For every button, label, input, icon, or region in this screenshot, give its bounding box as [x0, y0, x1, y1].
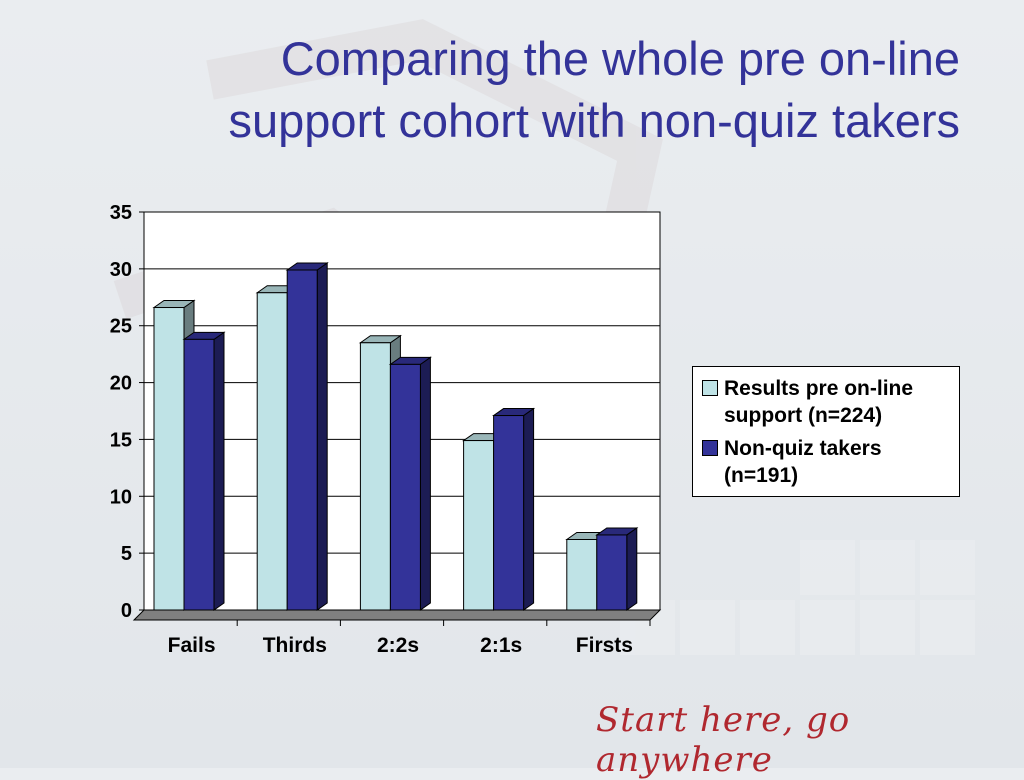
bar-side-2:2s-s2	[419, 356, 431, 611]
y-tick-label: 30	[110, 259, 132, 281]
bar-2:1s-s2	[493, 415, 525, 611]
y-tick-label: 0	[121, 600, 132, 622]
slide-title-line1: Comparing the whole pre on-line	[280, 32, 960, 85]
legend-label-series1: Results pre on-line support (n=224)	[724, 375, 913, 429]
bar-2:1s-s1	[463, 440, 495, 611]
bar-Thirds-s2	[286, 269, 318, 611]
bar-2:2s-s2	[389, 363, 421, 611]
tagline-signature: Start here, go anywhere	[596, 700, 851, 780]
bar-side-Firsts-s2	[626, 526, 638, 611]
bar-Fails-s1	[153, 307, 185, 611]
x-tick-label: Firsts	[576, 634, 633, 657]
legend-item-series1: Results pre on-line support (n=224)	[702, 375, 953, 429]
bar-Firsts-s2	[596, 534, 628, 611]
y-tick-label: 15	[110, 429, 132, 451]
y-tick-label: 5	[121, 543, 132, 565]
bar-Thirds-s1	[256, 292, 288, 611]
y-tick-label: 25	[110, 316, 132, 338]
y-tick-label: 35	[110, 202, 132, 224]
bar-2:2s-s1	[359, 342, 391, 611]
bar-Firsts-s1	[566, 538, 598, 611]
legend-label-series1-line2: support (n=224)	[724, 404, 883, 427]
chart-floor	[132, 609, 662, 621]
x-tick-label: Fails	[168, 634, 216, 657]
slide-title: Comparing the whole pre on-line support …	[40, 28, 960, 152]
slide-title-line2: support cohort with non-quiz takers	[228, 94, 960, 147]
y-tick-label: 20	[110, 373, 132, 395]
legend-item-series2: Non-quiz takers (n=191)	[702, 435, 953, 489]
bar-side-Thirds-s2	[316, 262, 328, 611]
x-tick-label: 2:1s	[480, 634, 522, 657]
x-tick-label: 2:2s	[377, 634, 419, 657]
chart-legend: Results pre on-line support (n=224) Non-…	[692, 366, 960, 497]
legend-label-series2-line2: (n=191)	[724, 464, 799, 487]
bar-side-Fails-s2	[213, 331, 225, 611]
legend-label-series2-line1: Non-quiz takers	[724, 437, 882, 460]
legend-label-series2: Non-quiz takers (n=191)	[724, 435, 882, 489]
legend-label-series1-line1: Results pre on-line	[724, 377, 914, 400]
bar-side-2:1s-s2	[523, 407, 535, 611]
y-tick-label: 10	[110, 486, 132, 508]
legend-swatch-series1	[702, 380, 718, 396]
x-tick-label: Thirds	[263, 634, 327, 657]
bar-Fails-s2	[183, 338, 215, 611]
legend-swatch-series2	[702, 440, 718, 456]
